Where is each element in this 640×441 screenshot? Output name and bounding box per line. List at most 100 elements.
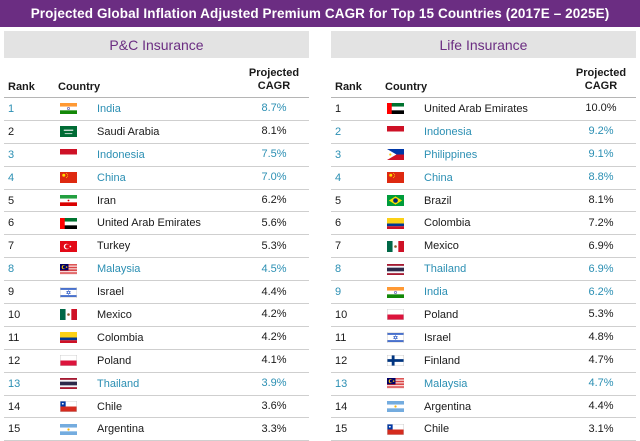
table-row: 11 Colombia 4.2% [4,327,309,350]
country-cell: Mexico [385,240,566,252]
table-row: 9 Israel 4.4% [4,281,309,305]
country-cell: Chile [385,423,566,435]
rank-cell: 14 [8,400,21,413]
country-name: Brazil [424,194,452,207]
table-row: 4 China 7.0% [4,167,309,190]
cagr-value: 5.3% [588,308,614,321]
table-row: 7 Mexico 6.9% [331,235,636,259]
rank-cell: 8 [8,263,15,276]
country-cell: Mexico [58,309,239,321]
cagr-value: 6.2% [588,285,614,298]
country-name: India [97,102,121,115]
country-name: Saudi Arabia [97,125,160,138]
table-row: 7 Turkey 5.3% [4,235,309,259]
country-name: United Arab Emirates [424,102,528,115]
country-cell: Finland [385,355,566,367]
table-row: 2 Indonesia 9.2% [331,121,636,144]
country-cell: Argentina [385,401,566,413]
cagr-header-line2: CAGR [257,80,291,92]
mexico-flag-icon [387,240,404,252]
table-row: 13 Malaysia 4.7% [331,373,636,396]
table-row: 3 Philippines 9.1% [331,144,636,167]
cagr-value: 9.2% [588,125,614,138]
israel-flag-icon [387,332,404,344]
table-row: 12 Poland 4.1% [4,350,309,373]
country-name: China [97,171,126,184]
rank-cell: 1 [8,102,15,115]
country-name: Turkey [97,240,131,253]
cagr-header: Projected CAGR [239,67,309,93]
country-cell: Poland [58,355,239,367]
table-row: 8 Thailand 6.9% [331,258,636,282]
cagr-header-line2: CAGR [584,80,618,92]
rank-cell: 9 [335,286,342,299]
rank-cell: 2 [335,125,342,138]
cagr-value: 4.5% [261,262,287,275]
rank-cell: 8 [335,263,342,276]
cagr-value: 8.1% [588,194,614,206]
rank-cell: 6 [8,217,15,230]
saudi-flag-icon [60,126,77,138]
rank-cell: 1 [335,102,342,115]
country-cell: United Arab Emirates [58,217,239,229]
table-row: 5 Brazil 8.1% [331,190,636,213]
column-header-row: Rank Country Projected CAGR [4,58,309,98]
uae-flag-icon [387,103,404,115]
brazil-flag-icon [387,195,404,206]
cagr-value: 3.1% [588,422,614,435]
table-row: 6 United Arab Emirates 5.6% [4,212,309,236]
chile-flag-icon [60,401,77,413]
cagr-value: 4.7% [588,377,614,390]
column-header-row: Rank Country Projected CAGR [331,58,636,98]
uae-flag-icon [60,217,77,229]
cagr-value: 4.2% [261,308,287,321]
country-name: Israel [424,331,451,344]
rank-cell: 13 [335,377,348,390]
cagr-value: 7.5% [261,148,287,161]
country-name: Indonesia [424,125,472,138]
table-row: 14 Chile 3.6% [4,396,309,419]
cagr-value: 6.2% [261,194,287,206]
cagr-header-line1: Projected [248,67,300,79]
iran-flag-icon [60,195,77,206]
poland-flag-icon [387,309,404,321]
pc-insurance-table: P&C Insurance Rank Country Projected CAG… [4,31,309,441]
table-row: 3 Indonesia 7.5% [4,144,309,167]
table-body: 1 India 8.7% 2 Saudi Arabia 8.1% 3 Indonesia 7.5… [4,98,309,441]
table-row: 1 India 8.7% [4,98,309,121]
rank-cell: 10 [8,308,21,321]
table-row: 6 Colombia 7.2% [331,212,636,236]
country-cell: Indonesia [385,126,566,138]
country-name: Mexico [97,308,132,321]
table-row: 5 Iran 6.2% [4,190,309,213]
poland-flag-icon [60,355,77,367]
rank-cell: 14 [335,400,348,413]
rank-cell: 11 [8,331,20,344]
thailand-flag-icon [60,378,77,390]
cagr-value: 8.8% [588,171,614,184]
cagr-value: 3.9% [261,377,287,390]
cagr-value: 4.2% [261,331,287,344]
cagr-value: 3.6% [261,400,287,413]
country-cell: Malaysia [58,263,239,275]
country-cell: Turkey [58,240,239,252]
rank-cell: 9 [8,286,15,299]
cagr-value: 4.8% [588,331,614,344]
country-cell: Brazil [385,195,566,207]
country-name: Argentina [424,400,472,413]
life-insurance-table: Life Insurance Rank Country Projected CA… [331,31,636,441]
cagr-value: 4.4% [261,285,287,298]
table-title: P&C Insurance [4,31,309,58]
cagr-value: 3.3% [261,422,287,435]
colombia-flag-icon [60,332,77,344]
country-cell: Colombia [385,217,566,229]
rank-cell: 4 [8,171,15,184]
rank-cell: 6 [335,217,342,230]
rank-cell: 4 [335,171,342,184]
country-name: Iran [97,194,116,207]
cagr-value: 8.7% [261,102,287,115]
country-cell: Thailand [58,378,239,390]
country-name: Finland [424,354,461,367]
country-cell: India [58,103,239,115]
table-row: 14 Argentina 4.4% [331,396,636,419]
